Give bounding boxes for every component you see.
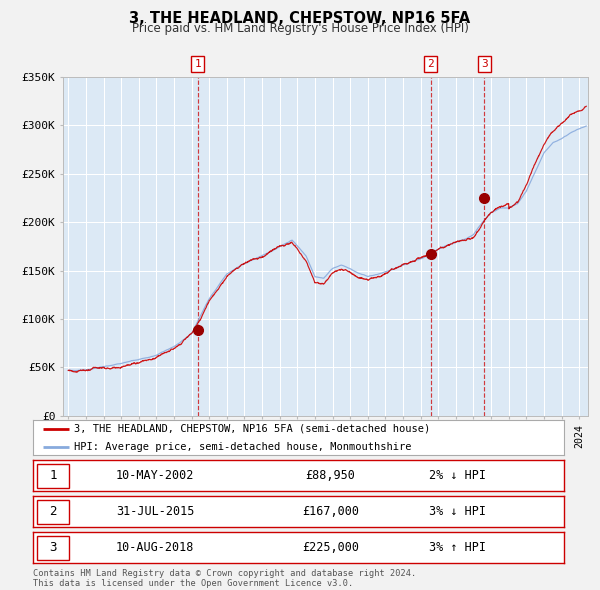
Text: 2: 2 [49, 505, 57, 519]
Text: 3% ↑ HPI: 3% ↑ HPI [430, 541, 487, 555]
Text: £88,950: £88,950 [305, 469, 355, 483]
Text: Contains HM Land Registry data © Crown copyright and database right 2024.
This d: Contains HM Land Registry data © Crown c… [33, 569, 416, 588]
Text: Price paid vs. HM Land Registry's House Price Index (HPI): Price paid vs. HM Land Registry's House … [131, 22, 469, 35]
Text: 1: 1 [49, 469, 57, 483]
FancyBboxPatch shape [37, 500, 69, 524]
Text: 1: 1 [194, 59, 202, 69]
Text: 3: 3 [481, 59, 488, 69]
Text: 3% ↓ HPI: 3% ↓ HPI [430, 505, 487, 519]
Text: 2: 2 [427, 59, 434, 69]
Text: 2% ↓ HPI: 2% ↓ HPI [430, 469, 487, 483]
Text: 3: 3 [49, 541, 57, 555]
Text: £167,000: £167,000 [302, 505, 359, 519]
Text: 10-MAY-2002: 10-MAY-2002 [116, 469, 194, 483]
Text: HPI: Average price, semi-detached house, Monmouthshire: HPI: Average price, semi-detached house,… [74, 442, 412, 451]
Text: 10-AUG-2018: 10-AUG-2018 [116, 541, 194, 555]
Text: 3, THE HEADLAND, CHEPSTOW, NP16 5FA (semi-detached house): 3, THE HEADLAND, CHEPSTOW, NP16 5FA (sem… [74, 424, 431, 434]
Text: 3, THE HEADLAND, CHEPSTOW, NP16 5FA: 3, THE HEADLAND, CHEPSTOW, NP16 5FA [130, 11, 470, 25]
FancyBboxPatch shape [37, 464, 69, 488]
FancyBboxPatch shape [37, 536, 69, 560]
Text: 31-JUL-2015: 31-JUL-2015 [116, 505, 194, 519]
Text: £225,000: £225,000 [302, 541, 359, 555]
